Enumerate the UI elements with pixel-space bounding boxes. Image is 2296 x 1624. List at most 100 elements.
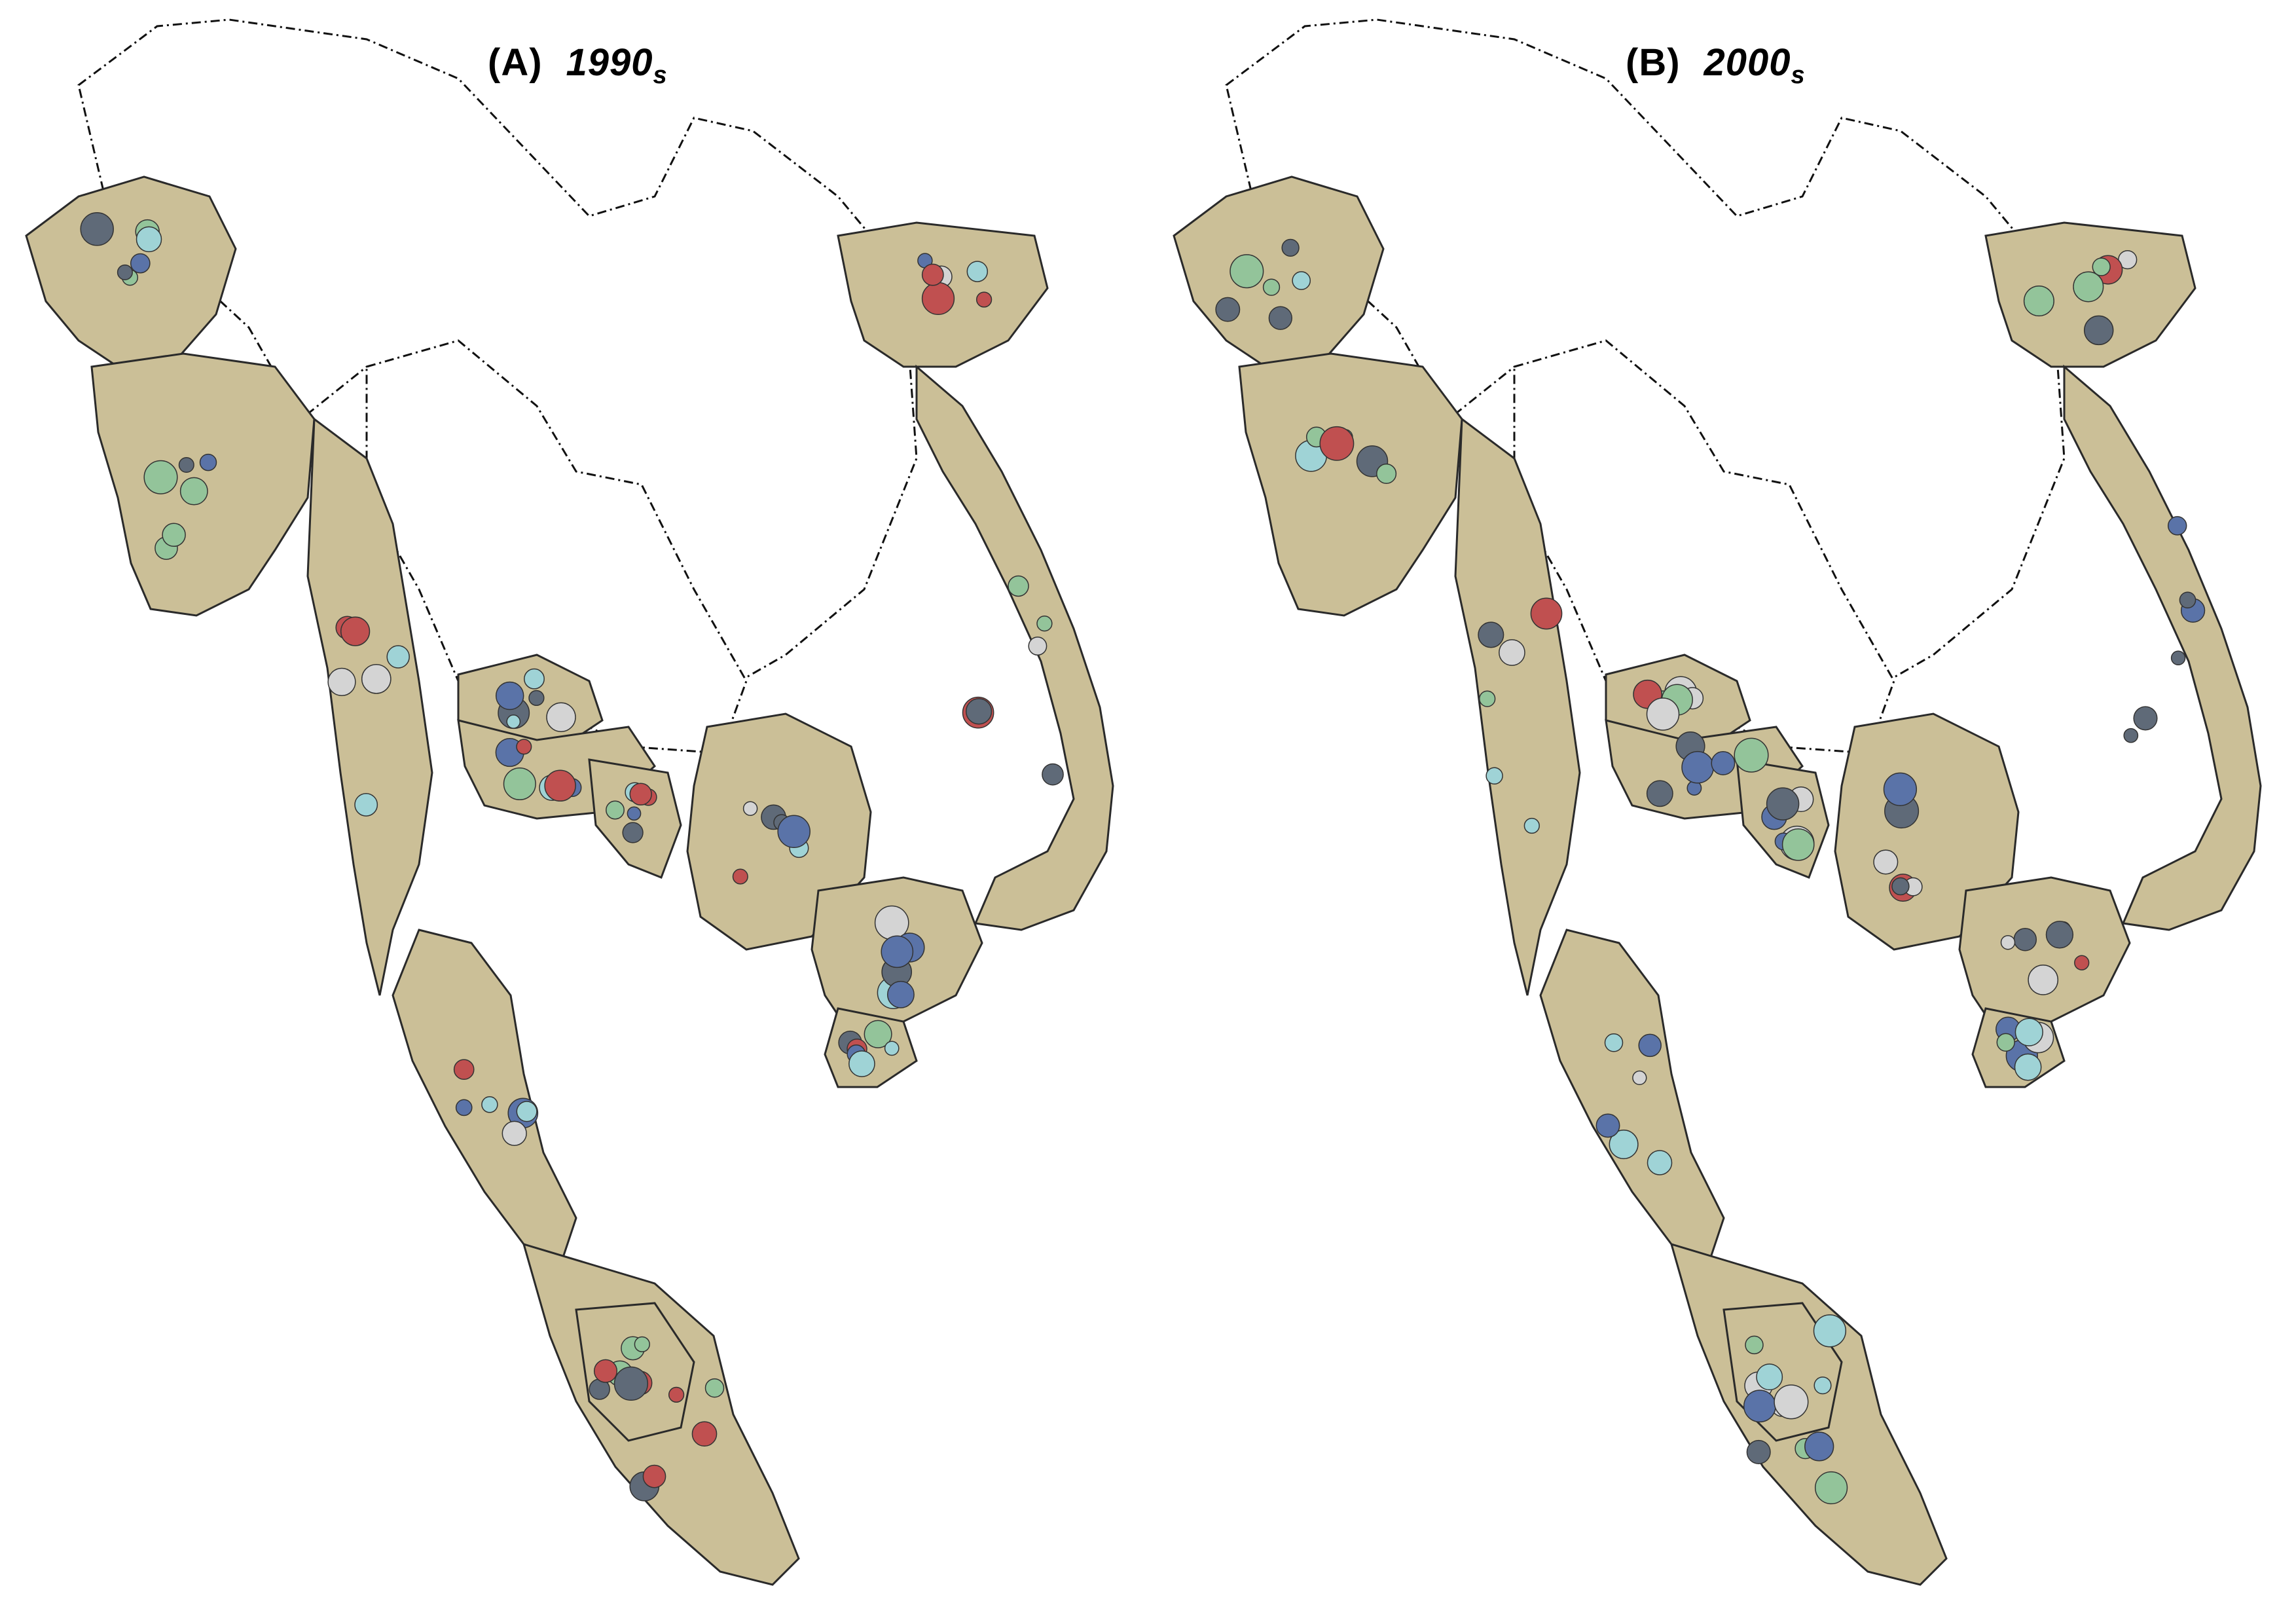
district-patch [1281,238,1300,257]
region-delta-tip [824,1007,918,1088]
district-patch [1530,597,1563,630]
district-patch [1891,877,1910,896]
region-thai-south [392,929,577,1259]
district-patch [742,801,758,816]
district-patch [886,980,915,1008]
district-patch [528,690,545,707]
district-patch [921,263,944,286]
district-patch [1781,828,1815,861]
panel-tag-a: (A) [488,41,543,84]
district-patch [1376,463,1397,484]
district-patch [1681,750,1714,784]
district-patch [1230,254,1264,289]
district-patch [1638,1033,1662,1058]
district-patch [2028,965,2059,995]
district-patch [1746,1439,1771,1464]
region-myanmar-central [1238,352,1463,617]
panel-period-sub-a: s [653,62,668,89]
district-patch [1632,1070,1647,1086]
district-patch [881,935,914,969]
district-patch [516,1101,538,1122]
choropleth-map-b [1173,18,2262,1586]
panel-period-sub-b: s [1791,62,1806,89]
district-patch [606,800,625,820]
district-patch [593,1359,618,1383]
district-patch [848,1050,875,1077]
district-patch [506,714,521,729]
district-patch [1042,763,1064,786]
china-outline [1225,18,2066,709]
district-patch [117,264,133,280]
district-patch [704,1378,725,1398]
region-thai-south [1539,929,1725,1259]
district-patch [1215,297,1241,322]
district-patch [1008,575,1029,597]
district-patch [162,523,186,547]
district-patch [1646,780,1673,807]
district-patch [1646,697,1680,731]
district-patch [1734,737,1769,773]
district-patch [642,1464,666,1488]
district-patch [1743,1390,1776,1423]
district-patch [1813,1376,1832,1395]
district-patch [524,668,545,690]
district-patch [691,1421,718,1447]
district-patch [1756,1363,1783,1391]
region-mekong-delta [1958,876,2131,1036]
district-patch [627,806,642,821]
district-patch [453,1059,475,1080]
district-patch [1292,271,1311,290]
panel-title-a: (A) 1990s [488,41,668,90]
district-patch [1595,1113,1620,1138]
district-patch [2167,516,2187,536]
district-patch [864,1020,892,1048]
district-patch [178,456,194,473]
choropleth-map-a [25,18,1114,1586]
district-patch [340,616,371,646]
district-patch [136,226,162,253]
district-patch [1268,306,1292,330]
district-patch [1028,637,1048,656]
district-patch [1883,772,1918,806]
district-patches [1215,238,2206,1505]
district-patch [1523,817,1540,834]
district-patch [2179,591,2196,609]
district-patch [516,739,532,755]
panel-title-b: (B) 2000s [1626,41,1806,90]
district-patch [2073,271,2104,303]
district-patch [1814,1471,1848,1505]
district-patch [2045,921,2074,949]
district-patch [777,815,811,849]
region-vn-coast [915,364,1114,931]
district-patch [2014,1053,2042,1081]
district-patch [544,769,576,802]
district-patch [1604,1033,1624,1052]
district-patch [361,663,392,694]
district-patch [503,767,536,801]
district-patch [2000,934,2016,950]
district-patch [1478,621,1504,648]
map-panel-a: (A) 1990s [25,18,1114,1586]
district-patch [921,282,955,316]
district-patches [80,212,1064,1502]
panel-period-main-a: 1990 [566,41,653,84]
district-patch [1609,1130,1639,1160]
district-patch [622,822,644,843]
district-patch [975,291,993,308]
district-patch [1479,690,1496,707]
district-patch [966,261,989,282]
district-patch [1804,1431,1834,1462]
district-patch [2014,1018,2043,1046]
district-patch [481,1096,498,1113]
panel-period-b: 2000s [1704,41,1806,89]
district-patch [1499,639,1525,666]
district-patch [2074,955,2090,970]
district-patch [1711,751,1736,775]
district-patch [634,1336,650,1353]
district-patch [1647,1150,1673,1175]
district-patch [2013,927,2037,951]
district-patch [1745,1335,1764,1355]
district-patch [2092,257,2111,276]
district-patch [80,212,114,246]
district-patch [1036,616,1053,632]
